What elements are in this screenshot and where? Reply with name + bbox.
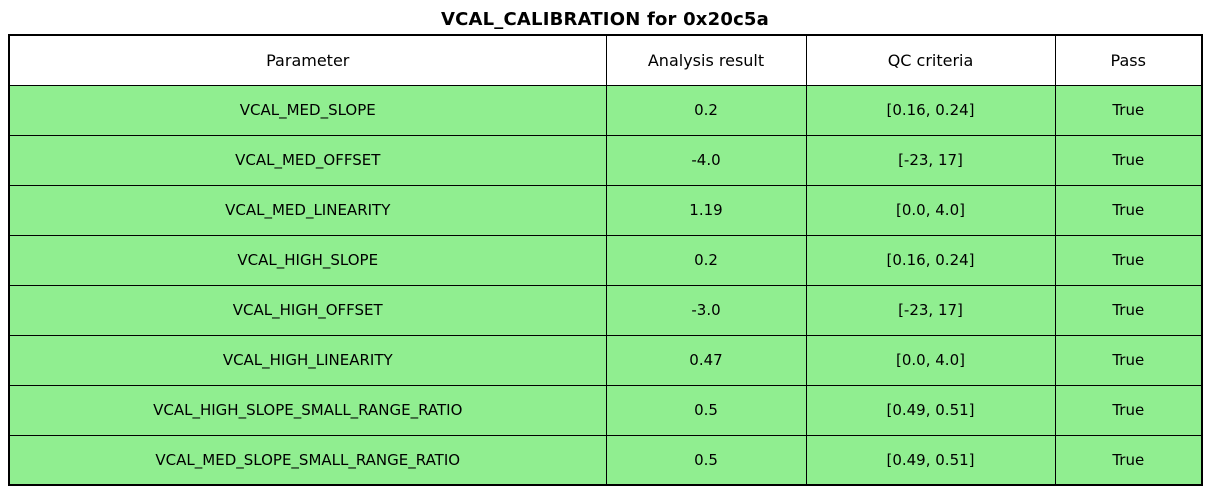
table-row: VCAL_MED_SLOPE_SMALL_RANGE_RATIO 0.5 [0.… (8, 434, 1203, 486)
qc-results-table: Parameter Analysis result QC criteria Pa… (8, 34, 1203, 486)
cell-qc-criteria: [0.0, 4.0] (805, 184, 1056, 236)
cell-parameter: VCAL_MED_SLOPE_SMALL_RANGE_RATIO (8, 434, 607, 486)
table-row: VCAL_MED_LINEARITY 1.19 [0.0, 4.0] True (8, 184, 1203, 236)
table-row: VCAL_HIGH_LINEARITY 0.47 [0.0, 4.0] True (8, 334, 1203, 386)
cell-pass: True (1054, 434, 1203, 486)
table-header-row: Parameter Analysis result QC criteria Pa… (8, 34, 1203, 86)
cell-analysis-result: 0.5 (605, 434, 807, 486)
header-cell-parameter: Parameter (8, 34, 607, 86)
cell-pass: True (1054, 334, 1203, 386)
cell-parameter: VCAL_MED_LINEARITY (8, 184, 607, 236)
header-cell-pass: Pass (1054, 34, 1203, 86)
table-body: VCAL_MED_SLOPE 0.2 [0.16, 0.24] True VCA… (8, 84, 1203, 486)
cell-pass: True (1054, 284, 1203, 336)
cell-pass: True (1054, 184, 1203, 236)
cell-analysis-result: 0.2 (605, 84, 807, 136)
header-cell-qc-criteria: QC criteria (805, 34, 1056, 86)
table-row: VCAL_HIGH_SLOPE_SMALL_RANGE_RATIO 0.5 [0… (8, 384, 1203, 436)
cell-analysis-result: 0.5 (605, 384, 807, 436)
cell-pass: True (1054, 384, 1203, 436)
table-row: VCAL_MED_OFFSET -4.0 [-23, 17] True (8, 134, 1203, 186)
cell-parameter: VCAL_HIGH_OFFSET (8, 284, 607, 336)
cell-analysis-result: 1.19 (605, 184, 807, 236)
cell-parameter: VCAL_MED_OFFSET (8, 134, 607, 186)
cell-pass: True (1054, 234, 1203, 286)
cell-qc-criteria: [-23, 17] (805, 134, 1056, 186)
cell-analysis-result: -3.0 (605, 284, 807, 336)
table-row: VCAL_MED_SLOPE 0.2 [0.16, 0.24] True (8, 84, 1203, 136)
cell-pass: True (1054, 84, 1203, 136)
cell-qc-criteria: [0.49, 0.51] (805, 434, 1056, 486)
cell-analysis-result: 0.2 (605, 234, 807, 286)
cell-parameter: VCAL_HIGH_LINEARITY (8, 334, 607, 386)
cell-pass: True (1054, 134, 1203, 186)
cell-parameter: VCAL_HIGH_SLOPE (8, 234, 607, 286)
cell-qc-criteria: [-23, 17] (805, 284, 1056, 336)
table-row: VCAL_HIGH_SLOPE 0.2 [0.16, 0.24] True (8, 234, 1203, 286)
table-row: VCAL_HIGH_OFFSET -3.0 [-23, 17] True (8, 284, 1203, 336)
cell-qc-criteria: [0.49, 0.51] (805, 384, 1056, 436)
cell-qc-criteria: [0.16, 0.24] (805, 234, 1056, 286)
cell-qc-criteria: [0.0, 4.0] (805, 334, 1056, 386)
page-title: VCAL_CALIBRATION for 0x20c5a (440, 9, 770, 30)
cell-qc-criteria: [0.16, 0.24] (805, 84, 1056, 136)
cell-parameter: VCAL_HIGH_SLOPE_SMALL_RANGE_RATIO (8, 384, 607, 436)
cell-parameter: VCAL_MED_SLOPE (8, 84, 607, 136)
cell-analysis-result: -4.0 (605, 134, 807, 186)
header-cell-analysis-result: Analysis result (605, 34, 807, 86)
cell-analysis-result: 0.47 (605, 334, 807, 386)
